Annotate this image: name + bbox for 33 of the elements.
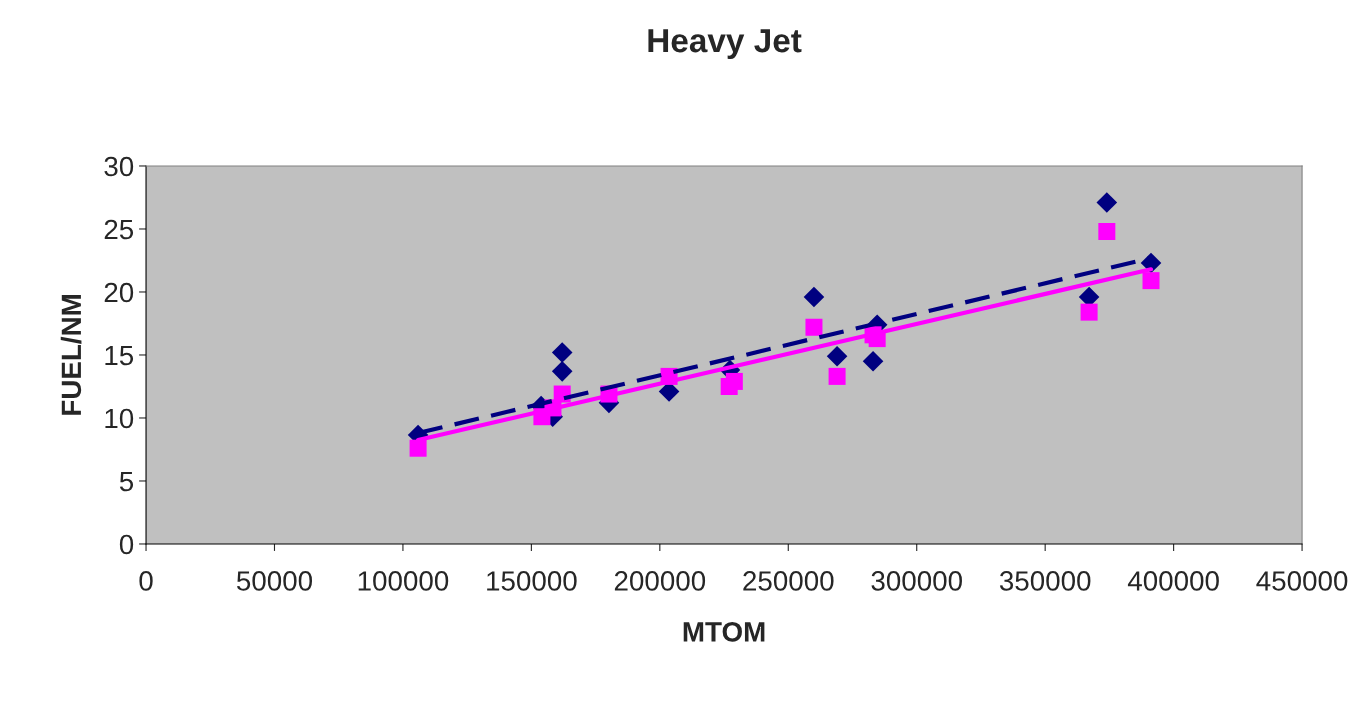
y-axis-title: FUEL/NM — [60, 295, 82, 415]
y-tick-label: 15 — [105, 345, 134, 366]
point — [862, 350, 884, 372]
y-tick-label: 0 — [119, 534, 134, 555]
x-tick-label: 0 — [139, 571, 153, 591]
x-tick-label: 200000 — [614, 571, 706, 591]
chart-title: Heavy Jet — [648, 29, 802, 60]
point — [1098, 222, 1116, 240]
point — [551, 342, 573, 363]
point — [828, 367, 846, 385]
point — [826, 345, 848, 367]
x-tick-label: 450000 — [1256, 571, 1348, 591]
point — [725, 372, 743, 390]
x-tick-label: 100000 — [358, 571, 449, 591]
y-tick-label: 30 — [104, 156, 134, 177]
point — [805, 318, 823, 336]
point — [1142, 272, 1160, 290]
y-tick-label: 5 — [119, 471, 134, 492]
x-tick-label: 300000 — [871, 571, 962, 591]
y-tick-label: 20 — [104, 282, 134, 303]
x-tick-label: 400000 — [1127, 571, 1219, 591]
y-tick-label: 25 — [104, 219, 134, 240]
x-tick-label: 50000 — [236, 571, 313, 591]
point — [409, 439, 427, 457]
x-tick-label: 350000 — [999, 571, 1091, 591]
point — [1080, 303, 1098, 321]
x-axis-title: MTOM — [683, 621, 765, 642]
x-tick-label: 150000 — [487, 571, 577, 591]
point — [1096, 192, 1118, 213]
y-tick-label: 10 — [105, 408, 134, 429]
point — [551, 361, 573, 382]
point — [803, 286, 825, 308]
x-tick-label: 250000 — [743, 571, 834, 591]
